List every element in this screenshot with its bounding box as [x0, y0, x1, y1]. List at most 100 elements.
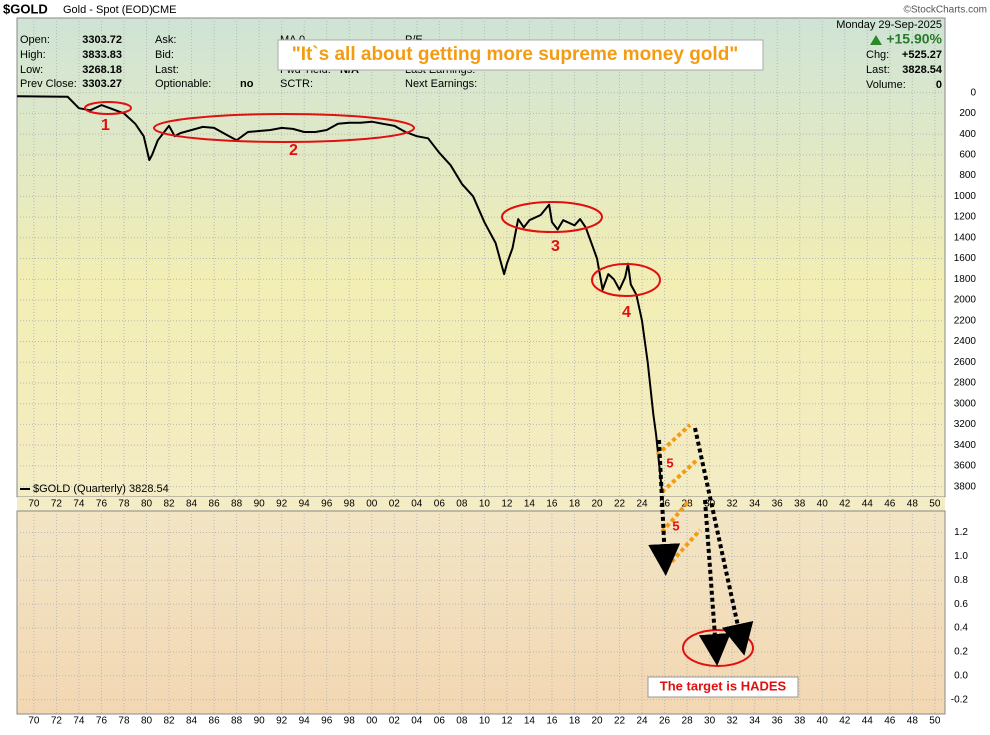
x-tick-label: 36 [772, 716, 784, 727]
y-tick-label: 0.0 [954, 670, 968, 681]
ellipse [153, 113, 415, 143]
quote: "It`s all about getting more supreme mon… [292, 44, 739, 65]
x-tick-label: 28 [682, 716, 694, 727]
ellipse [84, 101, 132, 115]
x-tick-label: 46 [884, 499, 896, 510]
x-tick-label: 22 [614, 499, 626, 510]
field-label: Prev Close: [20, 78, 77, 90]
x-tick-label: 34 [749, 716, 761, 727]
field-value: 3268.18 [82, 64, 122, 76]
grid: 0200400600800100012001400160018002000220… [17, 18, 976, 727]
x-tick-label: 30 [704, 716, 716, 727]
x-tick-label: 20 [591, 716, 603, 727]
plot: $GOLD (Quarterly) 3828.54 [16, 95, 663, 495]
x-tick-label: 42 [839, 716, 851, 727]
x-tick-label: 70 [28, 716, 40, 727]
y-tick-label: 1400 [954, 232, 977, 243]
y-tick-label: 1800 [954, 274, 977, 285]
field-value: 0 [936, 79, 942, 91]
field-label: Next Earnings: [405, 78, 477, 90]
field-value: 3303.27 [82, 78, 122, 90]
y-tick-label: 2000 [954, 295, 977, 306]
x-tick-label: 74 [73, 499, 85, 510]
x-tick-label: 78 [118, 499, 130, 510]
legend-label: $GOLD (Quarterly) 3828.54 [33, 483, 169, 495]
quote-box [277, 39, 764, 71]
marker-label: 2 [289, 142, 298, 159]
x-tick-label: 06 [434, 716, 446, 727]
field-label: Last: [155, 64, 179, 76]
x-tick-label: 14 [524, 499, 536, 510]
field-label: High: [20, 49, 46, 61]
x-tick-label: 72 [51, 499, 63, 510]
x-tick-label: 40 [817, 499, 829, 510]
field-label: Last: [866, 64, 890, 76]
y-tick-label: 600 [959, 149, 976, 160]
x-tick-label: 82 [163, 716, 175, 727]
y-tick-label: 3800 [954, 481, 977, 492]
x-tick-label: 16 [546, 499, 558, 510]
x-tick-label: 16 [546, 716, 558, 727]
x-tick-label: 02 [389, 499, 401, 510]
field-label: Open: [20, 34, 50, 46]
y-tick-label: 0.2 [954, 647, 968, 658]
exchange: CME [152, 4, 176, 16]
x-tick-label: 48 [907, 716, 919, 727]
y-tick-label: 1.2 [954, 527, 968, 538]
instrument-name: Gold - Spot (EOD) [63, 4, 153, 16]
target-box [647, 676, 799, 698]
field-value: 3833.83 [82, 49, 122, 61]
symbol: $GOLD [3, 1, 48, 16]
x-tick-label: 90 [254, 499, 266, 510]
field-label: Chg: [866, 49, 889, 61]
x-tick-label: 44 [862, 499, 874, 510]
x-tick-label: 92 [276, 499, 288, 510]
upper-panel [16, 17, 946, 498]
marker-label: 1 [101, 117, 110, 134]
field-label: Ask: [155, 34, 176, 46]
x-tick-label: 84 [186, 499, 198, 510]
lower-panel [16, 510, 946, 715]
field-label: Volume: [866, 79, 906, 91]
ellipse [501, 201, 603, 233]
x-tick-label: 88 [231, 499, 243, 510]
x-tick-label: 50 [929, 499, 941, 510]
x-tick-label: 96 [321, 716, 333, 727]
marker-label: 5 [666, 455, 673, 470]
x-tick-label: 06 [434, 499, 446, 510]
y-tick-label: 0 [970, 87, 976, 98]
x-tick-label: 24 [636, 716, 648, 727]
y-tick-label: 1000 [954, 191, 977, 202]
x-tick-label: 88 [231, 716, 243, 727]
x-tick-label: 96 [321, 499, 333, 510]
x-tick-label: 70 [28, 499, 40, 510]
x-tick-label: 26 [659, 716, 671, 727]
x-tick-label: 76 [96, 716, 108, 727]
x-tick-label: 20 [591, 499, 603, 510]
x-tick-label: 04 [411, 716, 423, 727]
x-tick-label: 02 [389, 716, 401, 727]
x-tick-label: 80 [141, 716, 153, 727]
y-tick-label: 2200 [954, 315, 977, 326]
x-tick-label: 98 [344, 716, 356, 727]
date: Monday 29-Sep-2025 [836, 19, 942, 31]
y-tick-label: 1200 [954, 212, 977, 223]
x-tick-label: 10 [479, 499, 491, 510]
field-label: SCTR: [280, 78, 313, 90]
field-label: Optionable: [155, 78, 211, 90]
y-tick-label: 3000 [954, 398, 977, 409]
x-tick-label: 78 [118, 716, 130, 727]
x-tick-label: 80 [141, 499, 153, 510]
x-tick-label: 00 [366, 499, 378, 510]
y-tick-label: 2800 [954, 378, 977, 389]
y-tick-label: 2600 [954, 357, 977, 368]
y-tick-label: 3200 [954, 419, 977, 430]
y-tick-label: 0.6 [954, 599, 968, 610]
y-tick-label: 3400 [954, 440, 977, 451]
x-tick-label: 90 [254, 716, 266, 727]
x-tick-label: 00 [366, 716, 378, 727]
y-tick-label: 0.4 [954, 623, 968, 634]
field-label: Low: [20, 64, 43, 76]
target-label: The target is HADES [660, 678, 787, 693]
change-pct: +15.90% [886, 31, 942, 47]
